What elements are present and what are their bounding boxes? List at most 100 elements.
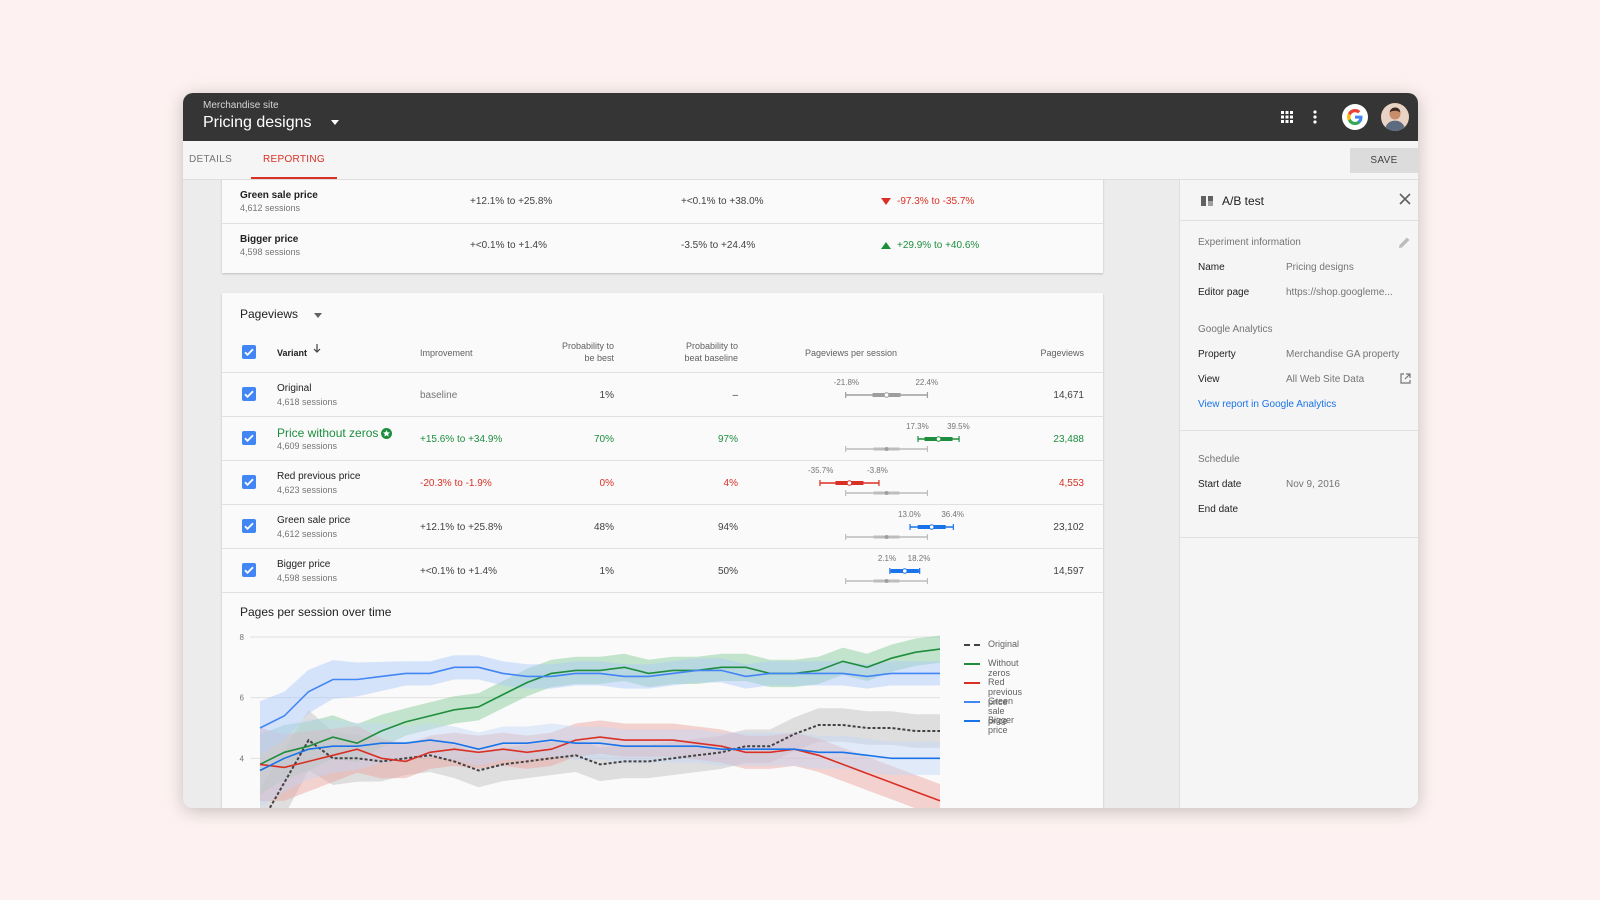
avatar[interactable] — [1381, 93, 1409, 141]
ci-high-label: 22.4% — [915, 378, 939, 387]
ci-plot: -35.7% -3.8% — [792, 461, 972, 505]
table-row: Green sale price 4,612 sessions +12.1% t… — [222, 180, 1103, 224]
ga-report-link[interactable]: View report in Google Analytics — [1198, 399, 1337, 410]
ci-plot: 13.0% 36.4% — [792, 505, 972, 549]
legend-swatch — [964, 644, 980, 646]
prob-best-column-header: Probability to be best — [561, 341, 614, 363]
series-band-2 — [260, 720, 940, 808]
variant-checkbox[interactable] — [242, 431, 256, 445]
series-line-4 — [259, 739, 940, 772]
variant-name[interactable]: Red previous price — [277, 471, 361, 482]
divider — [1180, 537, 1418, 538]
variant-name[interactable]: Price without zeros — [277, 426, 393, 440]
close-icon[interactable] — [1399, 193, 1411, 205]
ci-mean — [846, 480, 853, 486]
improvement-range: +29.9% to +40.6% — [881, 240, 979, 251]
more-vert-icon[interactable] — [1307, 93, 1323, 141]
sort-arrow-icon[interactable] — [313, 344, 321, 354]
trend-up-icon — [881, 241, 891, 249]
variant-sessions: 4,598 sessions — [277, 573, 338, 583]
variant-column-header[interactable]: Variant — [277, 348, 308, 358]
metric-select[interactable]: Pageviews — [240, 307, 299, 321]
tab-reporting[interactable]: REPORTING — [251, 141, 337, 179]
prob-best-value: 48% — [593, 522, 614, 533]
tab-details[interactable]: DETAILS — [189, 154, 233, 165]
variant-checkbox[interactable] — [242, 519, 256, 533]
variant-sessions: 4,618 sessions — [277, 397, 338, 407]
ci-plot: 2.1% 18.2% — [792, 549, 972, 593]
legend-label: Bigger price — [988, 715, 1015, 735]
legend-swatch — [964, 701, 980, 703]
report-content[interactable]: Green sale price 4,612 sessions +12.1% t… — [183, 180, 1179, 808]
series-band-1 — [260, 635, 940, 795]
per-session-column-header: Pageviews per session — [805, 348, 898, 358]
variant-name[interactable]: Original — [277, 383, 312, 394]
y-tick-label: 8 — [240, 633, 245, 642]
series-line-1 — [259, 648, 941, 766]
legend-label: Original — [988, 639, 1020, 649]
start-date-value: Nov 9, 2016 — [1286, 479, 1340, 490]
prob-baseline-value: – — [732, 390, 738, 401]
ci-high-label: 39.5% — [947, 422, 970, 431]
series-line-2 — [259, 736, 941, 802]
improvement-range: -97.3% to -35.7% — [881, 196, 974, 207]
name-value: Pricing designs — [1286, 262, 1354, 273]
series-line-3 — [259, 666, 940, 729]
variant-checkbox[interactable] — [242, 387, 256, 401]
property-key: Property — [1198, 349, 1236, 360]
prob-baseline-value: 4% — [723, 478, 738, 489]
variant-checkbox[interactable] — [242, 475, 256, 489]
pageviews-column-header: Pageviews — [1040, 348, 1084, 358]
series-line-0 — [268, 724, 940, 808]
legend-label: Without zeros — [988, 658, 1019, 678]
experiment-title[interactable]: Pricing designs — [203, 114, 312, 131]
y-tick-label: 6 — [240, 694, 245, 703]
table-row[interactable]: Original 4,618 sessions baseline 1% – -2… — [222, 373, 1103, 417]
property-value: Merchandise GA property — [1286, 349, 1400, 360]
improvement-range: +15.6% to +34.9% — [420, 434, 503, 445]
edit-icon[interactable] — [1398, 236, 1411, 249]
pageviews-value: 14,671 — [1053, 390, 1084, 401]
legend-label: Red previous price — [988, 677, 1023, 707]
prob-best-value: 1% — [599, 390, 614, 401]
pageviews-value: 4,553 — [1058, 478, 1084, 489]
app-window: Merchandise site Pricing designs — [183, 93, 1418, 808]
select-all-checkbox[interactable] — [242, 345, 256, 359]
view-value: All Web Site Data — [1286, 374, 1365, 385]
tab-bar: DETAILS REPORTING SAVE — [183, 141, 1418, 180]
prob-baseline-value: 50% — [717, 566, 738, 577]
improvement-range: +12.1% to +25.8% — [470, 196, 553, 207]
series-band-0 — [260, 708, 940, 808]
divider — [1180, 430, 1418, 431]
dropdown-caret-icon[interactable] — [314, 313, 322, 318]
legend-swatch — [964, 663, 980, 665]
ci-high-label: 18.2% — [907, 554, 931, 563]
open-external-icon[interactable] — [1400, 373, 1411, 384]
site-name: Merchandise site — [203, 100, 279, 111]
editor-page-value[interactable]: https://shop.googleme... — [1286, 287, 1393, 298]
ci-mean — [883, 392, 890, 398]
ci-high-label: -3.8% — [866, 466, 888, 475]
prob-baseline-column-header: Probability to beat baseline — [684, 341, 738, 363]
table-row[interactable]: Price without zeros 4,609 sessions +15.6… — [222, 417, 1103, 461]
ci-high-label: 36.4% — [941, 510, 965, 519]
variant-checkbox[interactable] — [242, 563, 256, 577]
apps-grid-icon[interactable] — [1277, 93, 1297, 141]
improvement-range: +<0.1% to +38.0% — [681, 196, 764, 207]
variant-name[interactable]: Green sale price — [277, 515, 351, 526]
variant-sessions: 4,623 sessions — [277, 485, 338, 495]
variant-name[interactable]: Bigger price — [277, 559, 331, 570]
table-row[interactable]: Bigger price 4,598 sessions +<0.1% to +1… — [222, 549, 1103, 593]
dropdown-caret-icon[interactable] — [331, 120, 339, 125]
google-logo-icon[interactable] — [1341, 93, 1369, 141]
prob-best-value: 0% — [599, 478, 614, 489]
flask-icon — [1201, 196, 1213, 206]
table-row[interactable]: Red previous price 4,623 sessions -20.3%… — [222, 461, 1103, 505]
save-button[interactable]: SAVE — [1350, 148, 1418, 173]
table-row[interactable]: Green sale price 4,612 sessions +12.1% t… — [222, 505, 1103, 549]
editor-page-key: Editor page — [1198, 287, 1250, 298]
ci-mean — [901, 568, 908, 574]
baseline-ci-mean — [884, 535, 889, 539]
legend-swatch — [964, 682, 980, 684]
